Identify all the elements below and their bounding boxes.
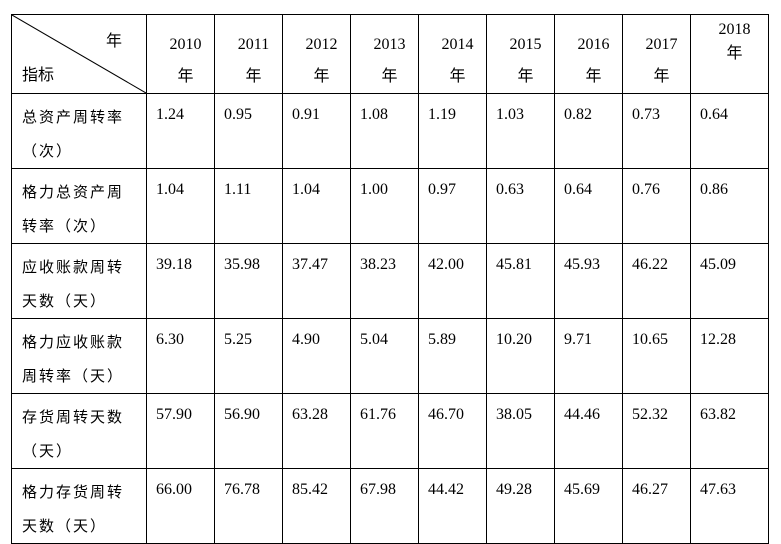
value-cell: 5.04 (350, 318, 419, 394)
value-cell: 0.63 (486, 168, 555, 244)
value-cell: 0.91 (282, 93, 351, 169)
year-header: 2015 年 (486, 14, 555, 94)
value-cell: 45.81 (486, 243, 555, 319)
value-cell: 35.98 (214, 243, 283, 319)
year-header: 2017 年 (622, 14, 691, 94)
table-row: 格力应收账款 周转率（天） 6.30 5.25 4.90 5.04 5.89 10.20 9.7… (11, 318, 769, 394)
value-cell: 10.20 (486, 318, 555, 394)
value-cell: 46.22 (622, 243, 691, 319)
table-row: 存货周转天数 （天） 57.90 56.90 63.28 61.76 46.70 38.05 4… (11, 393, 769, 469)
value-cell: 57.90 (146, 393, 215, 469)
value-cell: 61.76 (350, 393, 419, 469)
value-cell: 1.00 (350, 168, 419, 244)
value-cell: 10.65 (622, 318, 691, 394)
year-header: 2016 年 (554, 14, 623, 94)
value-cell: 63.28 (282, 393, 351, 469)
year-header: 2018 年 (690, 14, 769, 94)
value-cell: 44.42 (418, 468, 487, 544)
year-header: 2011 年 (214, 14, 283, 94)
value-cell: 1.04 (282, 168, 351, 244)
value-cell: 0.95 (214, 93, 283, 169)
value-cell: 0.97 (418, 168, 487, 244)
value-cell: 52.32 (622, 393, 691, 469)
value-cell: 1.08 (350, 93, 419, 169)
value-cell: 1.24 (146, 93, 215, 169)
year-header: 2010 年 (146, 14, 215, 94)
value-cell: 6.30 (146, 318, 215, 394)
corner-year-label: 年 (105, 33, 122, 50)
table-row: 格力存货周转 天数（天） 66.00 76.78 85.42 67.98 44.42 49.2… (11, 468, 769, 544)
row-label: 格力总资产周 转率（次） (11, 168, 147, 244)
value-cell: 9.71 (554, 318, 623, 394)
value-cell: 4.90 (282, 318, 351, 394)
value-cell: 45.09 (690, 243, 769, 319)
table-row: 总资产周转率 （次） 1.24 0.95 0.91 1.08 1.19 1.03 0.82 0.7… (11, 93, 769, 169)
value-cell: 56.90 (214, 393, 283, 469)
corner-cell: 年 指标 (11, 14, 147, 94)
value-cell: 1.19 (418, 93, 487, 169)
value-cell: 0.64 (690, 93, 769, 169)
value-cell: 44.46 (554, 393, 623, 469)
indicator-table: 年 指标 2010 年 2011 年 2012 年 2013 年 2014 年 2015 年… (11, 14, 769, 544)
diagonal-divider (12, 15, 146, 93)
table-row: 格力总资产周 转率（次） 1.04 1.11 1.04 1.00 0.97 0.63 0.64 0… (11, 168, 769, 244)
value-cell: 66.00 (146, 468, 215, 544)
value-cell: 49.28 (486, 468, 555, 544)
value-cell: 39.18 (146, 243, 215, 319)
value-cell: 42.00 (418, 243, 487, 319)
row-label: 格力应收账款 周转率（天） (11, 318, 147, 394)
value-cell: 46.27 (622, 468, 691, 544)
year-header: 2014 年 (418, 14, 487, 94)
row-label: 总资产周转率 （次） (11, 93, 147, 169)
year-header: 2012 年 (282, 14, 351, 94)
value-cell: 38.05 (486, 393, 555, 469)
year-header: 2013 年 (350, 14, 419, 94)
value-cell: 46.70 (418, 393, 487, 469)
table-row: 应收账款周转 天数（天） 39.18 35.98 37.47 38.23 42.00 45.8… (11, 243, 769, 319)
value-cell: 1.04 (146, 168, 215, 244)
value-cell: 5.89 (418, 318, 487, 394)
value-cell: 0.73 (622, 93, 691, 169)
value-cell: 37.47 (282, 243, 351, 319)
value-cell: 85.42 (282, 468, 351, 544)
value-cell: 12.28 (690, 318, 769, 394)
value-cell: 67.98 (350, 468, 419, 544)
value-cell: 5.25 (214, 318, 283, 394)
corner-indicator-label: 指标 (22, 67, 55, 84)
row-label: 存货周转天数 （天） (11, 393, 147, 469)
value-cell: 0.86 (690, 168, 769, 244)
value-cell: 0.76 (622, 168, 691, 244)
row-label: 格力存货周转 天数（天） (11, 468, 147, 544)
row-label: 应收账款周转 天数（天） (11, 243, 147, 319)
header-row: 年 指标 2010 年 2011 年 2012 年 2013 年 2014 年 2015 年… (11, 14, 769, 94)
value-cell: 38.23 (350, 243, 419, 319)
value-cell: 45.93 (554, 243, 623, 319)
value-cell: 45.69 (554, 468, 623, 544)
value-cell: 1.11 (214, 168, 283, 244)
value-cell: 63.82 (690, 393, 769, 469)
value-cell: 0.82 (554, 93, 623, 169)
value-cell: 0.64 (554, 168, 623, 244)
value-cell: 76.78 (214, 468, 283, 544)
value-cell: 1.03 (486, 93, 555, 169)
value-cell: 47.63 (690, 468, 769, 544)
